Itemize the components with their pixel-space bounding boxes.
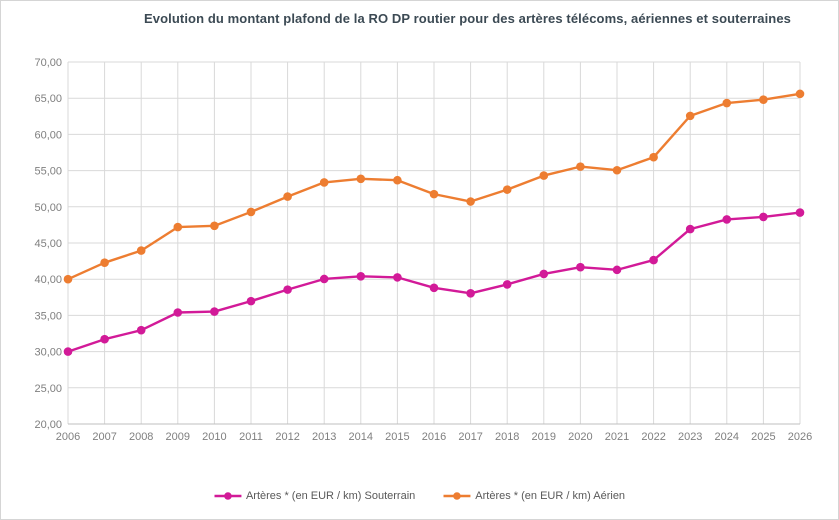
data-point [210, 307, 219, 316]
y-tick-label: 65,00 [34, 93, 62, 105]
data-point [502, 280, 512, 289]
data-point [685, 224, 695, 234]
x-tick-label: 2011 [239, 431, 263, 443]
data-point [100, 258, 109, 267]
x-tick-label: 2015 [385, 431, 409, 443]
y-tick-label: 40,00 [34, 274, 62, 286]
x-tick-label: 2020 [568, 431, 592, 443]
data-point [759, 212, 768, 222]
x-tick-label: 2014 [349, 431, 373, 443]
data-point [685, 111, 695, 121]
x-tick-label: 2008 [129, 431, 153, 443]
data-point [502, 185, 512, 194]
data-point [100, 334, 109, 344]
x-tick-label: 2019 [532, 431, 556, 443]
x-tick-label: 2016 [422, 431, 446, 443]
y-tick-label: 25,00 [34, 383, 62, 395]
data-point [246, 207, 256, 217]
legend-label-aerien: Artères * (en EUR / km) Aérien [475, 490, 626, 502]
data-point [429, 189, 439, 199]
data-point [576, 162, 585, 171]
legend-item-souterrain: Artères * (en EUR / km) Souterrain [213, 490, 416, 502]
data-point [759, 95, 768, 104]
data-point [539, 269, 549, 279]
data-point [393, 175, 402, 185]
data-point [283, 285, 292, 294]
data-point [356, 272, 366, 281]
data-point [795, 89, 805, 99]
x-tick-label: 2006 [56, 431, 80, 443]
data-point [173, 308, 183, 317]
y-tick-label: 55,00 [34, 166, 62, 178]
data-point [722, 98, 732, 108]
aerien-line-marker-icon [443, 492, 471, 500]
data-point [649, 152, 658, 162]
x-tick-label: 2010 [202, 431, 226, 443]
data-point [63, 347, 73, 356]
plot-area: 20,00 25,00 30,00 35,00 40,00 45,00 50,00 55,00… [34, 57, 812, 443]
data-point [210, 221, 219, 231]
data-point [319, 178, 329, 187]
data-point [539, 171, 549, 180]
data-point [649, 255, 658, 265]
y-tick-label: 45,00 [34, 238, 62, 250]
legend-item-aerien: Artères * (en EUR / km) Aérien [443, 490, 625, 502]
data-point [466, 289, 475, 298]
y-tick-label: 35,00 [34, 310, 62, 322]
x-tick-label: 2023 [678, 431, 702, 443]
data-point [612, 165, 622, 175]
x-tick-label: 2007 [92, 431, 116, 443]
data-point [136, 246, 146, 255]
x-tick-label: 2025 [751, 431, 775, 443]
data-point [795, 208, 805, 217]
data-point [612, 265, 622, 275]
data-point [429, 283, 439, 293]
data-point [136, 325, 146, 335]
y-tick-label: 70,00 [34, 57, 62, 69]
data-point [283, 192, 292, 201]
chart-title: Evolution du montant plafond de la RO DP… [144, 11, 792, 26]
souterrain-line-marker-icon [213, 492, 241, 500]
data-point [319, 274, 329, 284]
x-tick-label: 2017 [458, 431, 482, 443]
y-tick-label: 30,00 [34, 347, 62, 359]
data-point [63, 274, 73, 284]
legend: Artères * (en EUR / km) Souterrain Artèr… [213, 490, 625, 502]
data-point [356, 174, 366, 184]
x-tick-label: 2022 [641, 431, 665, 443]
y-tick-label: 60,00 [34, 129, 62, 141]
x-tick-label: 2013 [312, 431, 336, 443]
y-tick-label: 50,00 [34, 202, 62, 214]
x-tick-label: 2026 [788, 431, 812, 443]
x-tick-label: 2021 [605, 431, 629, 443]
data-point [466, 197, 475, 206]
x-tick-label: 2024 [715, 431, 739, 443]
x-tick-label: 2018 [495, 431, 519, 443]
data-point [576, 262, 585, 272]
data-point [393, 273, 402, 282]
data-point [246, 296, 256, 306]
x-tick-label: 2009 [166, 431, 190, 443]
legend-label-souterrain: Artères * (en EUR / km) Souterrain [245, 490, 416, 502]
x-tick-label: 2012 [275, 431, 299, 443]
data-point [722, 215, 732, 224]
data-point [173, 222, 183, 232]
y-tick-label: 20,00 [34, 419, 62, 431]
